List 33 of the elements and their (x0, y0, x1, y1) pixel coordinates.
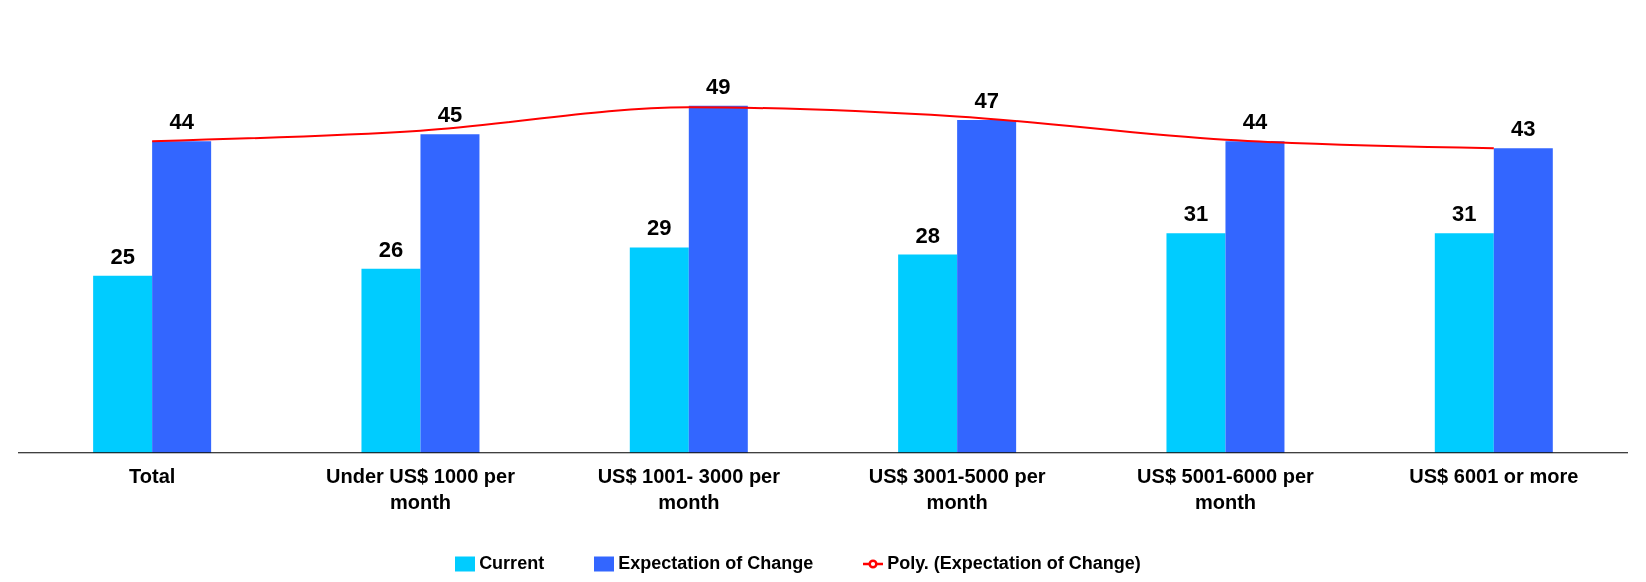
data-label: 47 (974, 88, 999, 114)
bar (1166, 233, 1226, 453)
x-tick-label: Total (129, 464, 176, 487)
bar (957, 120, 1017, 453)
data-label: 31 (1452, 201, 1477, 227)
x-tick-label: US$ 6001 or more (1409, 464, 1579, 487)
data-label: 26 (378, 236, 404, 262)
bar (1493, 148, 1553, 453)
data-label: 45 (437, 102, 463, 128)
legend-label: Current (479, 552, 545, 573)
bar (93, 275, 153, 453)
bar (1225, 141, 1285, 453)
data-label: 43 (1511, 116, 1536, 142)
data-label: 49 (706, 73, 731, 99)
legend-label: Expectation of Change (618, 552, 814, 573)
data-label: 44 (1242, 109, 1268, 135)
data-label: 29 (647, 215, 672, 241)
data-label: 28 (915, 222, 940, 248)
x-tick-label: Under US$ 1000 per month (326, 464, 516, 513)
x-tick-label: US$ 3001-5000 per month (868, 464, 1046, 513)
bar (688, 105, 748, 453)
bar (629, 247, 689, 453)
bar (152, 141, 212, 453)
bar (420, 134, 480, 453)
bar (898, 254, 958, 453)
x-tick-label: US$ 5001-6000 per month (1137, 464, 1315, 513)
data-label: 31 (1183, 201, 1209, 227)
data-label: 25 (110, 243, 135, 269)
x-tick-label: US$ 1001- 3000 per month (597, 464, 781, 513)
bar (1434, 233, 1494, 453)
legend-label: Poly. (Expectation of Change) (887, 552, 1141, 573)
bar (361, 268, 421, 453)
data-label: 44 (169, 109, 195, 135)
